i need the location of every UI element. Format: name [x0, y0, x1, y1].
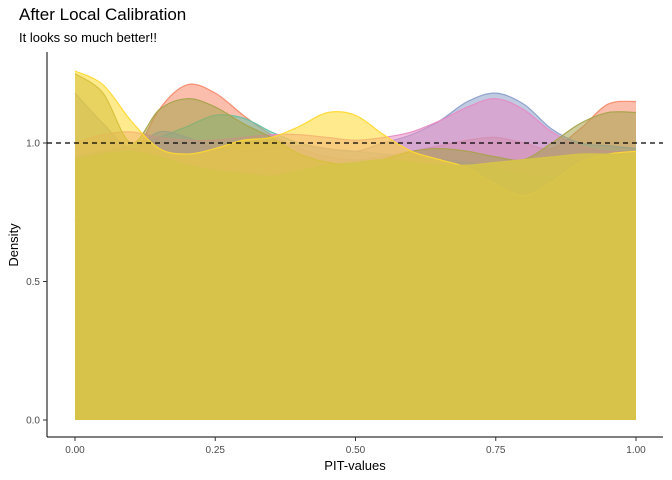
density-areas [74, 70, 637, 421]
x-axis-label: PIT-values [324, 458, 386, 473]
axes: 0.00 0.25 0.50 0.75 1.00 0.0 0.5 1.0 [26, 52, 663, 456]
chart-subtitle: It looks so much better!! [19, 30, 158, 45]
x-tick-label: 0.00 [65, 445, 85, 456]
density-line-7 [74, 150, 636, 177]
x-tick-label: 1.00 [626, 445, 646, 456]
x-tick-label: 0.50 [346, 445, 366, 456]
x-tick-label: 0.75 [486, 445, 506, 456]
y-axis-label: Density [6, 223, 21, 267]
density-area-7 [75, 151, 636, 421]
y-tick-label: 0.5 [26, 277, 40, 288]
y-tick-label: 0.0 [26, 416, 40, 427]
x-tick-label: 0.25 [206, 445, 226, 456]
chart-title: After Local Calibration [19, 5, 187, 24]
y-tick-label: 1.0 [26, 139, 40, 150]
